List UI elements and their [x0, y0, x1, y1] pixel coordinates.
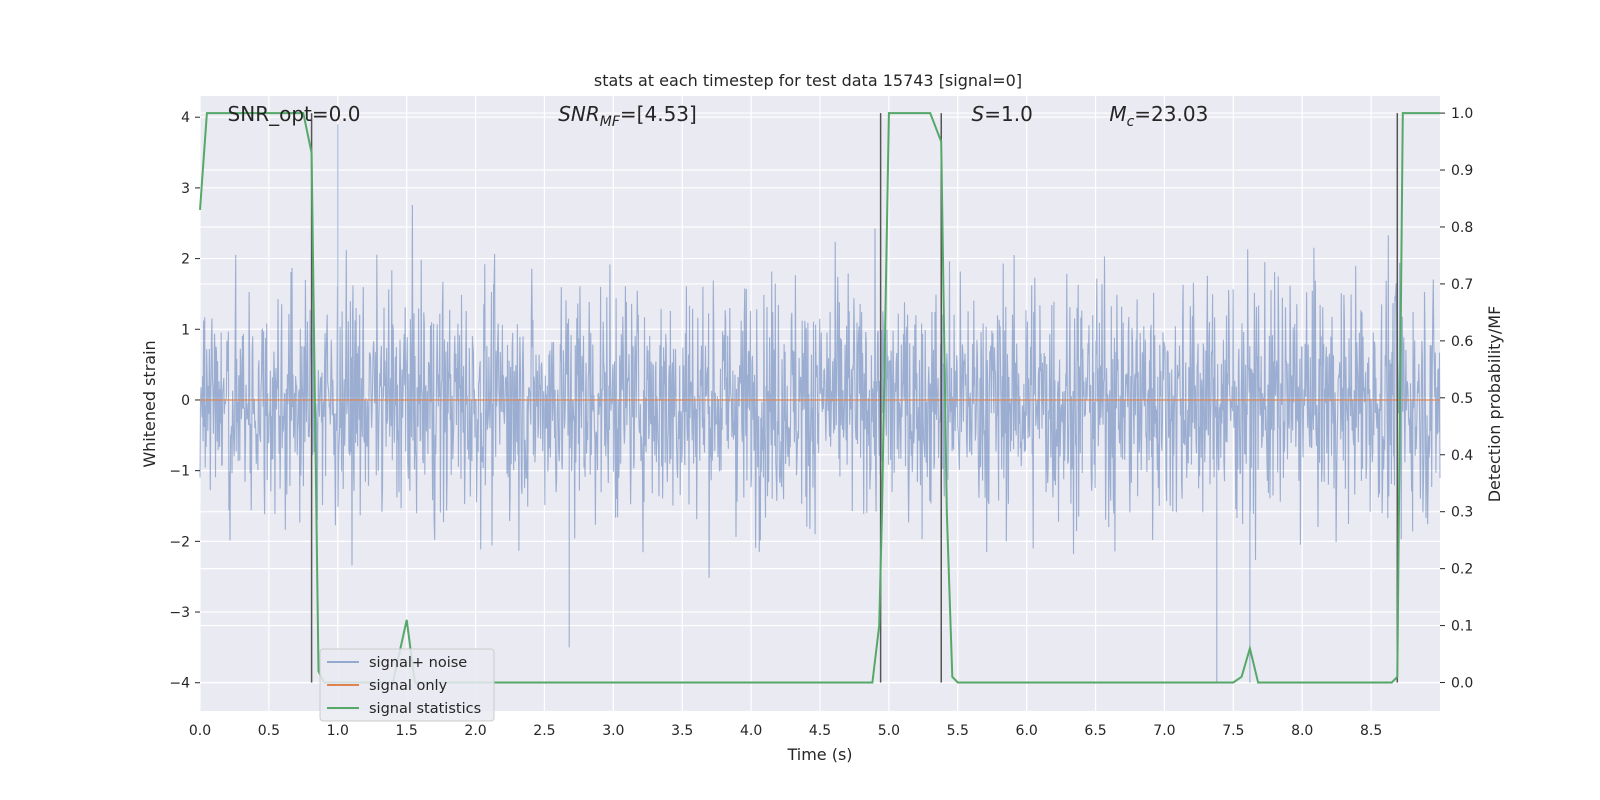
x-tick-label: 6.5	[1084, 723, 1106, 739]
signal-statistics-line	[199, 112, 1440, 684]
legend-label-signal-only: signal only	[369, 678, 448, 694]
annotation-1: SNRMF=[4.53]	[558, 102, 697, 130]
x-tick-label: 2.5	[533, 723, 555, 739]
x-tick-label: 8.0	[1291, 723, 1313, 739]
x-tick-label: 4.0	[740, 723, 762, 739]
right-tick-label: 0.3	[1451, 505, 1473, 521]
right-tick-label: 0.9	[1451, 163, 1473, 179]
left-tick-label: 4	[181, 110, 190, 126]
signal-noise-series	[199, 124, 1441, 683]
right-tick-label: 0.5	[1451, 391, 1473, 407]
x-tick-label: 3.0	[602, 723, 624, 739]
left-tick-label: −3	[169, 605, 190, 621]
annotation-3: Mc=23.03	[1109, 102, 1208, 130]
right-tick-label: 1.0	[1451, 106, 1473, 122]
annotation-2: S=1.0	[972, 102, 1033, 126]
left-tick-label: 2	[181, 252, 190, 268]
left-tick-label: 0	[181, 393, 190, 409]
x-axis-ticks: 0.0 0.5 1.0 1.5 2.0 2.5 3.0 3.5 4.0 4.5 5.0 5.5 6.0 6…	[189, 723, 1382, 739]
legend: signal+ noise signal only signal statist…	[319, 648, 495, 722]
x-tick-label: 4.5	[809, 723, 831, 739]
right-axis-ticks: 0.0 0.1 0.2 0.3 0.4 0.5 0.6 0.7 0.8 0.9 1.0	[1440, 106, 1473, 692]
right-tick-label: 0.8	[1451, 220, 1473, 236]
legend-label-signal-noise: signal+ noise	[369, 655, 467, 671]
right-tick-label: 0.6	[1451, 334, 1473, 350]
left-tick-label: −4	[169, 676, 190, 692]
x-tick-label: 5.0	[878, 723, 900, 739]
left-axis-label: Whitened strain	[140, 340, 159, 467]
legend-label-signal-statistics: signal statistics	[369, 701, 481, 717]
left-tick-label: 3	[181, 181, 190, 197]
x-tick-label: 1.0	[327, 723, 349, 739]
left-axis-ticks: −4 −3 −2 −1 0 1 2 3 4	[169, 110, 200, 692]
signal-statistics-series	[199, 112, 1440, 684]
annotation-0: SNR_opt=0.0	[228, 102, 361, 126]
right-tick-label: 0.4	[1451, 448, 1473, 464]
x-tick-label: 5.5	[947, 723, 969, 739]
right-tick-label: 0.7	[1451, 277, 1473, 293]
left-tick-label: 1	[181, 322, 190, 338]
x-tick-label: 0.0	[189, 723, 211, 739]
legend-box	[319, 648, 495, 722]
left-tick-label: −2	[169, 534, 190, 550]
x-tick-label: 1.5	[396, 723, 418, 739]
annotations: SNR_opt=0.0 SNRMF=[4.53] S=1.0 Mc=23.03	[228, 102, 1209, 130]
right-tick-label: 0.2	[1451, 562, 1473, 578]
x-tick-label: 8.5	[1360, 723, 1382, 739]
right-axis-label: Detection probability/MF	[1485, 306, 1504, 503]
x-axis-label: Time (s)	[786, 745, 852, 764]
chart-title: stats at each timestep for test data 157…	[594, 71, 1022, 90]
right-tick-label: 0.0	[1451, 676, 1473, 692]
right-tick-label: 0.1	[1451, 619, 1473, 635]
x-tick-label: 3.5	[671, 723, 693, 739]
x-tick-label: 0.5	[258, 723, 280, 739]
signal-noise-line	[199, 124, 1441, 683]
x-tick-label: 7.5	[1222, 723, 1244, 739]
x-tick-label: 6.0	[1016, 723, 1038, 739]
left-tick-label: −1	[169, 464, 190, 480]
x-tick-label: 2.0	[464, 723, 486, 739]
x-tick-label: 7.0	[1153, 723, 1175, 739]
